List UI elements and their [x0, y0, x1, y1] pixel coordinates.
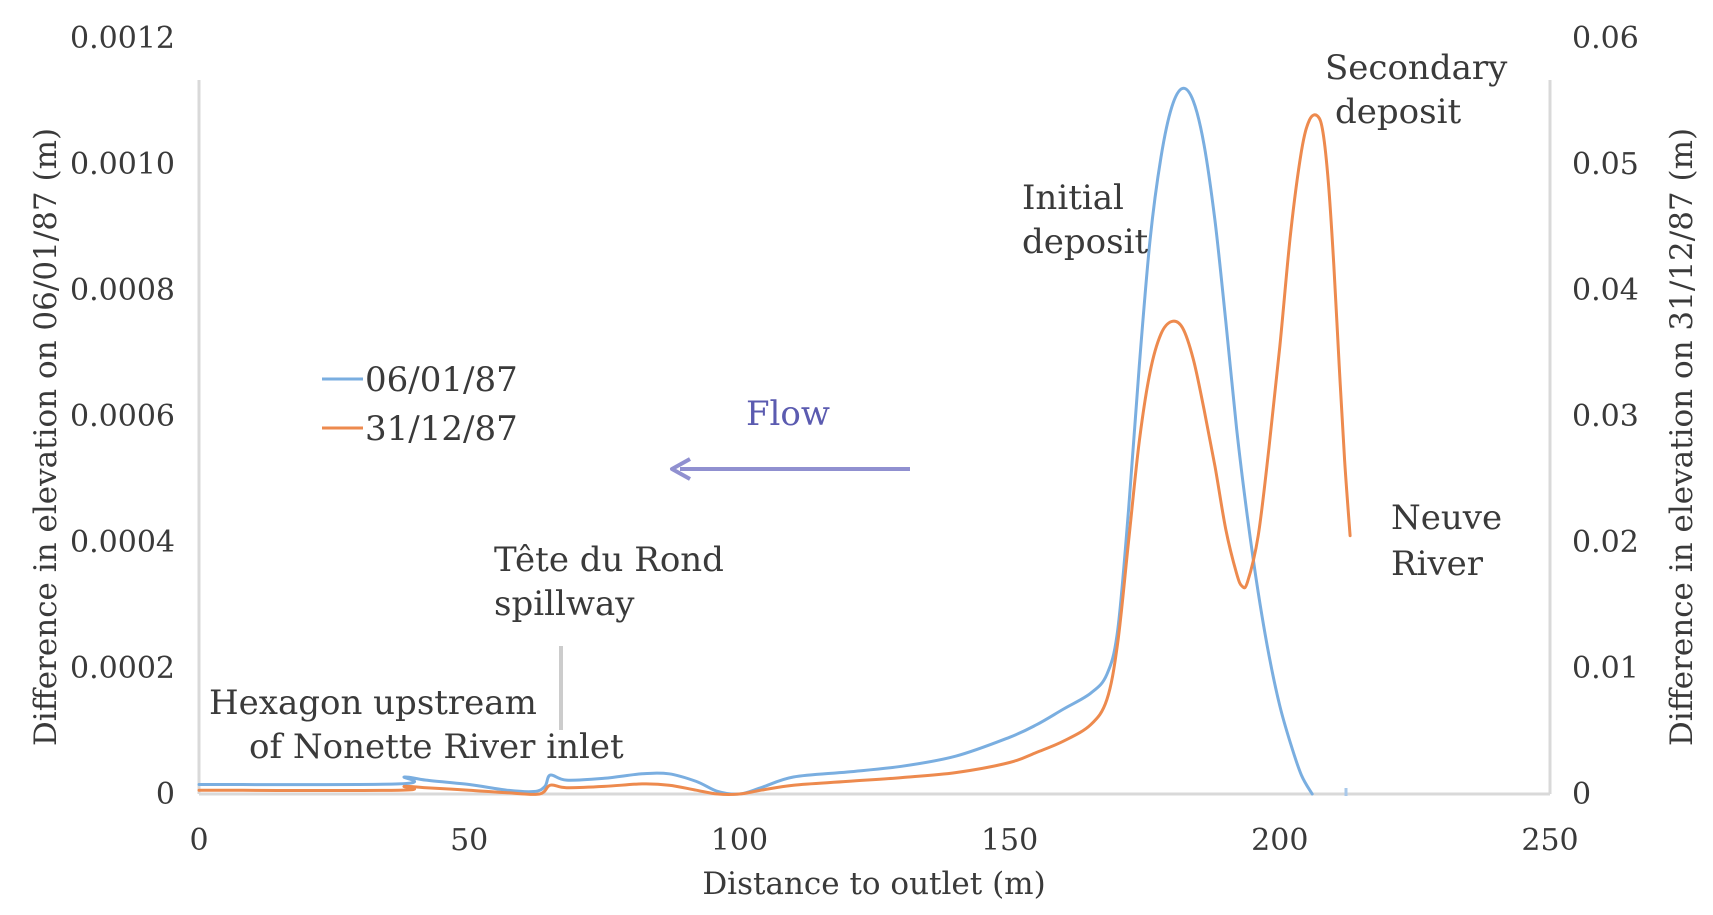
x-tick-label: 0 [189, 823, 208, 858]
annotation-initial-deposit-line1: Initial [1022, 178, 1124, 218]
right-y-tick-label: 0.06 [1572, 21, 1639, 56]
right-y-tick-labels: 0 0.01 0.02 0.03 0.04 0.05 0.06 [1572, 21, 1639, 812]
annotation-initial-deposit-line2: deposit [1022, 222, 1148, 262]
annotation-spillway: Tête du Rond spillway [494, 540, 724, 624]
x-tick-label: 100 [711, 823, 768, 858]
left-y-tick-label: 0.0012 [70, 21, 175, 56]
series-line-31-12-87 [197, 113, 1352, 796]
right-y-tick-label: 0 [1572, 777, 1591, 812]
series-line-06-01-87 [197, 86, 1314, 796]
right-y-axis-title: Difference in elevation on 31/12/87 (m) [1664, 128, 1700, 746]
annotation-secondary-deposit-line2: deposit [1335, 92, 1461, 132]
annotation-initial-deposit: Initial deposit [1022, 178, 1148, 262]
series-layer [197, 86, 1352, 796]
annotation-spillway-line2: spillway [494, 584, 635, 624]
left-y-tick-label: 0.0008 [70, 273, 175, 308]
annotation-neuve-river-line1: Neuve [1391, 498, 1502, 538]
annotation-hexagon: Hexagon upstream of Nonette River inlet [209, 683, 624, 767]
x-axis-title: Distance to outlet (m) [702, 866, 1045, 902]
left-y-tick-label: 0.0010 [70, 147, 175, 182]
left-y-tick-label: 0.0004 [70, 525, 175, 560]
left-y-tick-label: 0.0002 [70, 651, 175, 686]
annotation-secondary-deposit-line1: Secondary [1325, 48, 1508, 88]
left-y-tick-label: 0.0006 [70, 399, 175, 434]
legend: 06/01/87 31/12/87 [322, 360, 518, 449]
right-y-tick-label: 0.03 [1572, 399, 1639, 434]
annotation-hexagon-line1: Hexagon upstream [209, 683, 537, 723]
annotation-neuve-river: Neuve River [1391, 498, 1502, 584]
x-tick-label: 50 [450, 823, 488, 858]
annotation-spillway-line1: Tête du Rond [494, 540, 724, 580]
x-tick-label: 150 [981, 823, 1038, 858]
left-y-axis-title: Difference in elevation on 06/01/87 (m) [28, 128, 64, 746]
right-y-tick-label: 0.04 [1572, 273, 1639, 308]
right-y-tick-label: 0.01 [1572, 651, 1639, 686]
legend-label-06-01-87: 06/01/87 [365, 360, 518, 400]
flow-arrow-head [670, 457, 691, 481]
annotation-secondary-deposit: Secondary deposit [1325, 48, 1508, 132]
x-tick-label: 200 [1251, 823, 1308, 858]
legend-label-31-12-87: 31/12/87 [365, 409, 518, 449]
annotation-hexagon-line2: of Nonette River inlet [249, 727, 624, 767]
flow-label: Flow [746, 394, 830, 434]
left-y-tick-label: 0 [156, 777, 175, 812]
right-y-tick-label: 0.05 [1572, 147, 1639, 182]
flow-arrow: Flow [670, 394, 910, 481]
x-tick-label: 250 [1521, 823, 1578, 858]
x-tick-labels: 0 50 100 150 200 250 [189, 823, 1578, 858]
right-y-tick-label: 0.02 [1572, 525, 1639, 560]
left-y-tick-labels: 0 0.0002 0.0004 0.0006 0.0008 0.0010 0.0012 [70, 21, 175, 812]
annotation-neuve-river-line2: River [1391, 544, 1484, 584]
